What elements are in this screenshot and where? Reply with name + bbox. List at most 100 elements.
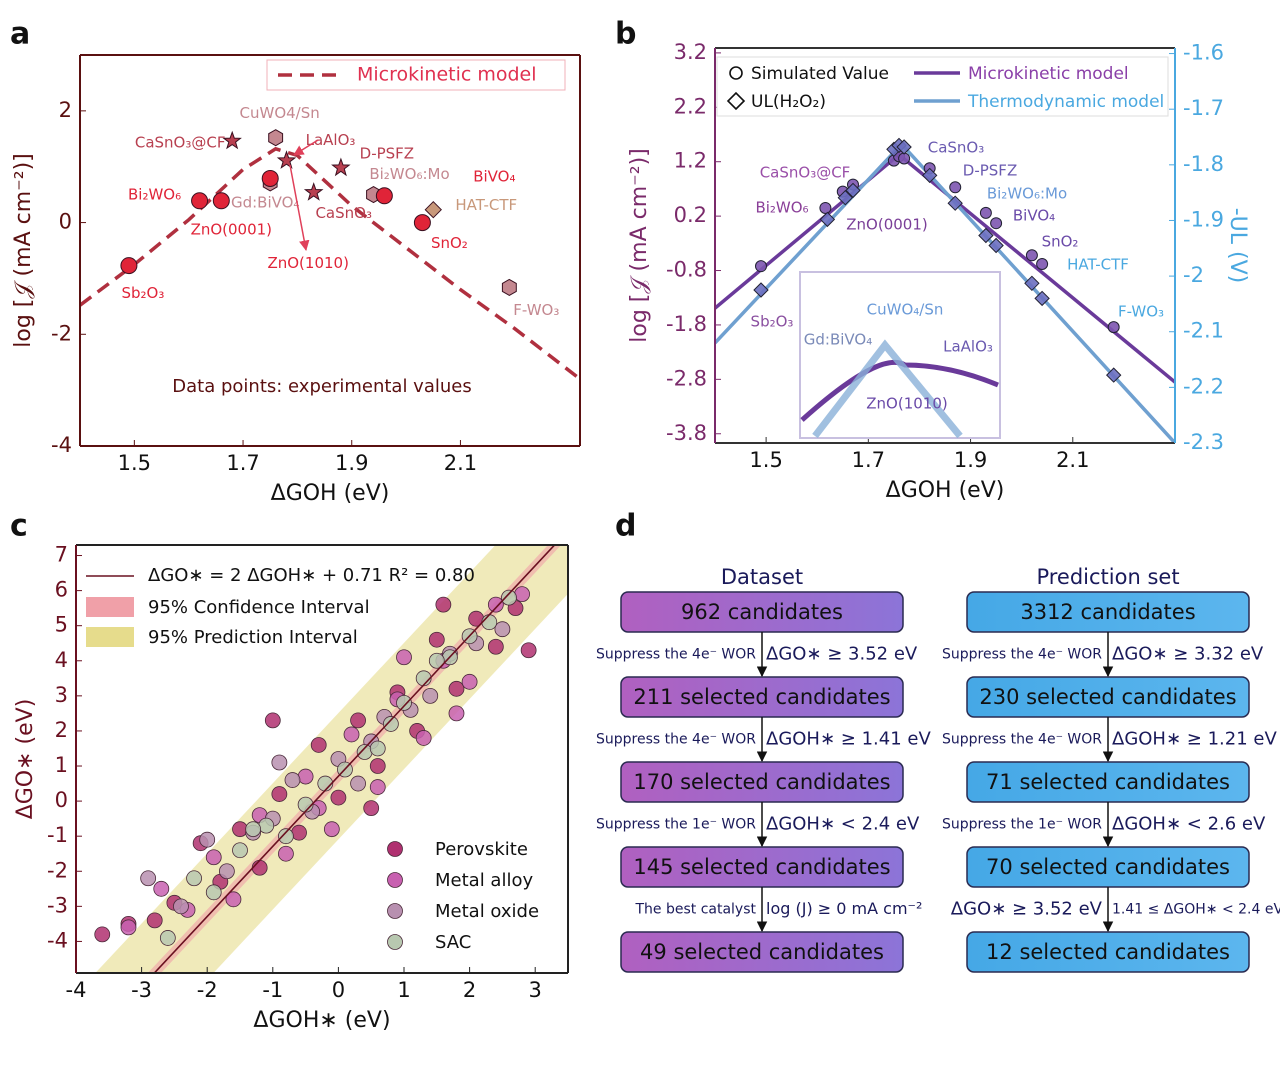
x-tick-label: -2 xyxy=(197,978,218,1002)
flow-box-text: 145 selected candidates xyxy=(633,855,890,879)
marker xyxy=(896,139,912,155)
panel-letter: c xyxy=(10,509,28,544)
point xyxy=(369,779,386,795)
point-label: Sb₂O₃ xyxy=(121,284,164,302)
step-condition: log (J) ≥ 0 mA cm⁻² xyxy=(766,899,922,918)
fit-line xyxy=(153,545,556,973)
point xyxy=(350,775,366,792)
step-condition: ΔGOH∗ < 2.4 eV xyxy=(766,814,920,835)
point-label: D-PSFZ xyxy=(360,144,414,162)
point-label: Bi₂WO₆:Mo xyxy=(987,185,1067,203)
step-condition: ΔGO∗ ≥ 3.32 eV xyxy=(1112,644,1264,665)
column-title: Dataset xyxy=(721,565,803,589)
flow-box-text: 70 selected candidates xyxy=(986,855,1230,879)
step-note: Suppress the 1e⁻ WOR xyxy=(942,817,1102,833)
point xyxy=(225,891,242,908)
marker xyxy=(947,195,963,211)
point xyxy=(245,821,262,838)
y-tick-label: 1.2 xyxy=(674,149,707,173)
point xyxy=(323,821,340,838)
point-label: F-WO₃ xyxy=(513,301,559,319)
inset-line xyxy=(812,339,963,439)
legend-label: Metal oxide xyxy=(435,901,539,922)
step-note: Suppress the 4e⁻ WOR xyxy=(596,647,756,663)
point xyxy=(382,716,399,732)
x-tick-label: 2.1 xyxy=(444,451,477,475)
point xyxy=(153,880,170,897)
point xyxy=(369,740,386,757)
point xyxy=(487,596,504,613)
marker xyxy=(303,182,324,201)
inset-label: Gd:BiVO₄ xyxy=(804,331,872,349)
marker xyxy=(191,192,209,210)
y-tick-label: 2 xyxy=(55,718,68,742)
marker xyxy=(375,187,393,205)
flow-box-text: 170 selected candidates xyxy=(633,770,890,794)
point-label: CaSnO₃@CF xyxy=(760,164,851,182)
point-label: CaSnO₃ xyxy=(928,139,985,157)
marker xyxy=(1024,275,1040,292)
y2-tick-label: -2.2 xyxy=(1183,374,1224,398)
marker xyxy=(978,227,994,244)
point-label: ZnO(0001) xyxy=(191,220,272,238)
point xyxy=(264,712,281,729)
marker xyxy=(424,200,443,219)
x-tick-label: 1 xyxy=(397,978,410,1002)
point xyxy=(218,863,235,880)
x-axis-label: ΔGOH (eV) xyxy=(886,478,1005,503)
point-label: BiVO₄ xyxy=(473,167,515,185)
point xyxy=(481,614,498,631)
legend-box xyxy=(266,59,566,91)
marker xyxy=(819,211,836,228)
legend-box xyxy=(716,56,1169,117)
marker xyxy=(1025,249,1038,262)
point-label: Bi₂WO₆ xyxy=(128,185,181,203)
step-condition: 1.41 ≤ ΔGOH∗ < 2.4 eV xyxy=(1112,902,1280,918)
y-tick-label: -4 xyxy=(51,433,72,457)
y-tick-label: 1 xyxy=(55,753,68,777)
point xyxy=(186,870,202,887)
legend-swatch xyxy=(86,627,134,647)
point xyxy=(251,859,268,876)
legend-label: Perovskite xyxy=(435,839,528,860)
point xyxy=(330,789,347,806)
point xyxy=(369,758,386,774)
legend-marker xyxy=(387,903,403,919)
panel-letter: a xyxy=(10,17,30,52)
y-tick-label: 3.2 xyxy=(674,40,707,64)
point xyxy=(291,824,307,841)
step-condition: ΔGOH∗ ≥ 1.21 eV xyxy=(1112,729,1277,750)
y-tick-label: -2 xyxy=(51,321,72,345)
flow-box-text: 211 selected candidates xyxy=(633,685,890,709)
x-tick-label: 1.5 xyxy=(118,451,151,475)
arrow xyxy=(289,164,310,252)
plot-area xyxy=(94,545,568,973)
inset-label: ZnO(1010) xyxy=(866,395,947,413)
y-axis-label: ΔGO∗ (eV) xyxy=(13,699,38,820)
point xyxy=(363,800,380,817)
step-note: Suppress the 1e⁻ WOR xyxy=(596,817,756,833)
column-title: Prediction set xyxy=(1036,565,1179,589)
marker xyxy=(845,182,861,199)
point-label: LaAlO₃ xyxy=(306,131,356,149)
y2-tick-label: -2.3 xyxy=(1183,430,1224,454)
point xyxy=(435,596,452,613)
y-tick-label: 0 xyxy=(55,788,68,812)
y2-tick-label: -1.8 xyxy=(1183,152,1224,176)
marker xyxy=(268,129,284,147)
x-tick-label: -3 xyxy=(131,978,152,1002)
point xyxy=(205,849,222,866)
x-tick-label: 2 xyxy=(463,978,476,1002)
legend-label: 95% Confidence Interval xyxy=(148,597,370,618)
y-axis-label: log [𝒥 (mA cm⁻²)] xyxy=(11,153,36,347)
step-condition: ΔGOH∗ < 2.6 eV xyxy=(1112,814,1266,835)
flow-box-text: 230 selected candidates xyxy=(979,685,1236,709)
point xyxy=(232,842,248,859)
point xyxy=(258,817,275,834)
y2-tick-label: -1.7 xyxy=(1183,96,1224,120)
x-tick-label: 1.5 xyxy=(749,448,782,472)
legend-label: 95% Prediction Interval xyxy=(148,627,358,648)
legend-label: Metal alloy xyxy=(435,870,533,891)
legend-label: Microkinetic model xyxy=(968,64,1129,84)
